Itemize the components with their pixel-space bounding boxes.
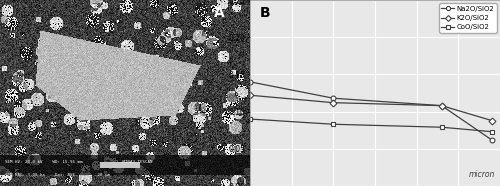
Text: SEM MAG: 3.00 kx    Det: BSE         20 µm: SEM MAG: 3.00 kx Det: BSE 20 µm	[5, 173, 110, 177]
Text: micron: micron	[468, 170, 495, 179]
CoO/SiO2	[247, 118, 253, 120]
Text: A: A	[214, 6, 225, 20]
Text: SEM HV: 20.0 kV    WD: 15.96 mm                MIRA3 TESCAN: SEM HV: 20.0 kV WD: 15.96 mm MIRA3 TESCA…	[5, 160, 152, 164]
Na2O/SiO2	[330, 97, 336, 99]
Line: CoO/SiO2: CoO/SiO2	[248, 117, 494, 134]
K2O/SiO2	[247, 94, 253, 96]
Legend: Na2O/SiO2, K2O/SiO2, CoO/SiO2: Na2O/SiO2, K2O/SiO2, CoO/SiO2	[440, 4, 496, 33]
Na2O/SiO2	[438, 105, 444, 107]
K2O/SiO2	[488, 119, 494, 122]
Line: K2O/SiO2: K2O/SiO2	[248, 93, 494, 123]
CoO/SiO2	[438, 126, 444, 128]
CoO/SiO2	[330, 123, 336, 125]
Text: B: B	[260, 6, 270, 20]
Na2O/SiO2	[488, 139, 494, 141]
Line: Na2O/SiO2: Na2O/SiO2	[248, 79, 494, 142]
K2O/SiO2	[438, 105, 444, 107]
Na2O/SiO2	[247, 81, 253, 83]
K2O/SiO2	[330, 102, 336, 104]
CoO/SiO2	[488, 131, 494, 133]
